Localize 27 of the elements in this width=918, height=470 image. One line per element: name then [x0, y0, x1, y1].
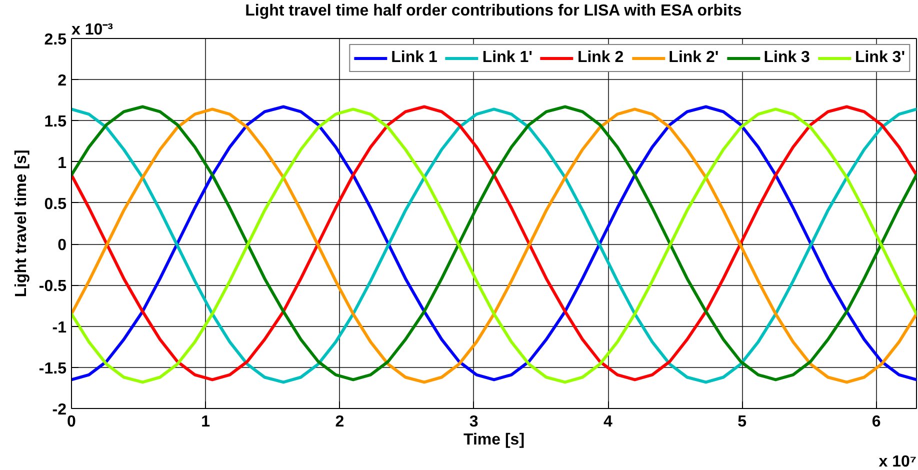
legend-label: Link 1'	[482, 49, 532, 67]
chart-title: Light travel time half order contributions for LISA with ESA orbits	[245, 2, 742, 20]
y-tick-label: 1.5	[44, 114, 67, 131]
y-tick-label: -2	[52, 402, 67, 418]
annotation: x 10⁻³	[72, 22, 113, 38]
x-tick-label: 3	[469, 414, 478, 430]
y-tick-label: -1	[52, 319, 67, 336]
y-tick-label: 0	[58, 237, 67, 254]
x-tick-label: 6	[872, 414, 881, 430]
legend-label: Link 3'	[854, 49, 905, 67]
text: x 10⁷	[878, 454, 917, 470]
x-tick-label: 4	[604, 414, 613, 430]
x-axis-title: Time [s]	[463, 432, 525, 448]
legend-label: Link 2'	[668, 49, 719, 67]
y-tick-label: 2.5	[44, 32, 67, 48]
y-tick-label: 1	[58, 154, 67, 172]
x-tick-label: 5	[738, 414, 747, 430]
y-tick-label: -1.5	[38, 360, 67, 378]
x-tick-label: 2	[335, 414, 344, 430]
x-tick-label: 1	[201, 414, 210, 430]
y-tick-label: 0.5	[44, 196, 67, 213]
y-tick-label: -0.5	[38, 278, 67, 296]
y-axis-title: Light travel time [s]	[12, 150, 30, 298]
legend-label: Link 2	[577, 49, 624, 67]
legend-label: Link 1	[391, 49, 438, 67]
legend-label: Link 3	[764, 49, 810, 67]
y-tick-label: 2	[58, 72, 67, 90]
